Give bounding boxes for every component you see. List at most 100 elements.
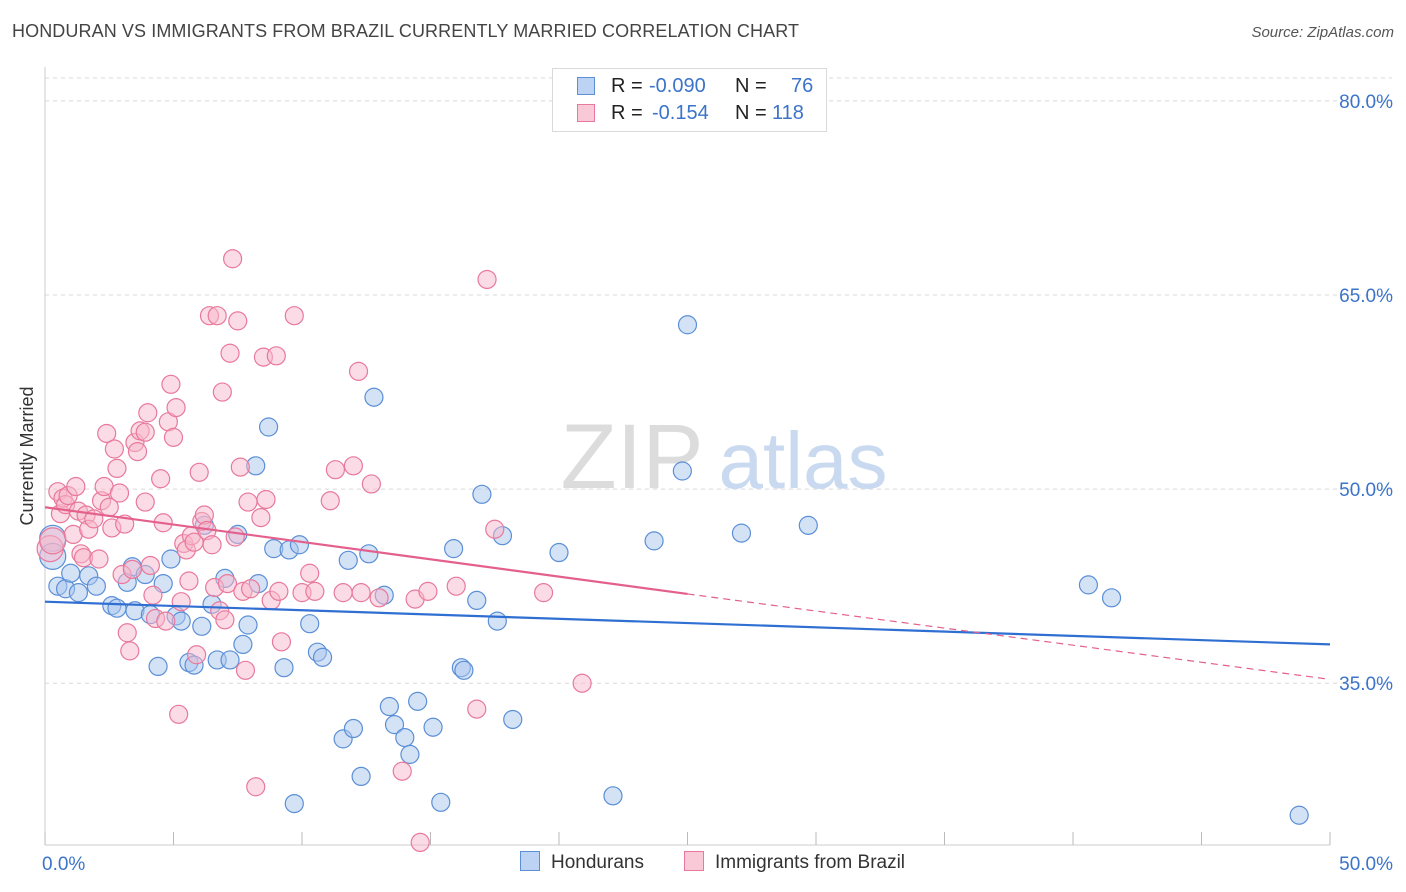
point-honduran [284, 793, 304, 814]
point-brazil [207, 306, 227, 326]
point-brazil [251, 507, 271, 528]
point-brazil [320, 491, 340, 511]
point-brazil [325, 460, 346, 480]
brazil-legend-swatch [684, 851, 704, 871]
r-value: -0.154 [652, 102, 709, 124]
point-brazil [238, 492, 258, 512]
point-brazil [135, 492, 155, 512]
point-honduran [677, 315, 698, 335]
point-honduran [220, 650, 240, 670]
series-hondurans [39, 315, 1309, 825]
y-tick-label: 35.0% [1339, 674, 1393, 695]
point-brazil [187, 645, 207, 665]
point-brazil [89, 549, 109, 569]
n-value: 76 [791, 75, 814, 97]
r-value: -0.090 [649, 75, 706, 97]
legend-item-hondurans[interactable]: Hondurans [520, 851, 644, 874]
point-brazil [223, 249, 243, 269]
point-honduran [395, 727, 415, 748]
point-brazil [369, 588, 389, 608]
point-brazil [171, 592, 191, 612]
point-brazil [351, 583, 371, 603]
point-brazil [446, 576, 466, 596]
point-honduran [359, 544, 379, 564]
point-brazil [212, 382, 232, 402]
point-brazil [109, 483, 130, 503]
point-brazil [166, 397, 186, 418]
y-tick-label: 80.0% [1339, 92, 1393, 113]
hondurans-swatch [577, 77, 595, 95]
point-brazil [117, 623, 137, 643]
x-tick-label-min: 0.0% [42, 854, 85, 875]
point-brazil [163, 427, 184, 447]
point-honduran [379, 696, 399, 717]
point-honduran [644, 531, 664, 551]
point-brazil [104, 439, 124, 459]
stats-legend-row-brazil: R = -0.154 N = 118 [553, 102, 826, 126]
legend-item-brazil[interactable]: Immigrants from Brazil [684, 851, 905, 874]
point-brazil [156, 611, 176, 631]
point-honduran [351, 766, 371, 787]
trend-lines [44, 506, 1331, 680]
point-honduran [192, 616, 212, 636]
legend-label-brazil: Immigrants from Brazil [715, 852, 906, 873]
stats-legend: R = -0.090 N = 76 R = -0.154 N = 118 [552, 68, 827, 132]
point-honduran [1078, 575, 1099, 595]
point-brazil [230, 457, 250, 477]
point-brazil [169, 704, 189, 724]
point-brazil [127, 441, 148, 462]
point-brazil [122, 559, 142, 579]
point-brazil [343, 456, 363, 476]
point-brazil [485, 519, 505, 539]
point-brazil [477, 269, 497, 290]
hondurans-legend-swatch [520, 851, 540, 871]
point-brazil [467, 699, 487, 719]
point-honduran [423, 717, 443, 737]
point-brazil [107, 458, 127, 479]
point-brazil [246, 777, 266, 797]
point-honduran [487, 611, 507, 631]
watermark-zip: ZIP [560, 406, 703, 508]
point-honduran [400, 744, 420, 765]
point-brazil [215, 610, 235, 630]
point-brazil [228, 311, 248, 331]
n-label: N = [735, 102, 767, 124]
point-brazil [572, 673, 592, 693]
point-honduran [731, 523, 752, 543]
point-honduran [603, 786, 623, 806]
y-tick-label: 65.0% [1339, 286, 1393, 307]
point-honduran [549, 542, 569, 563]
point-brazil [241, 579, 261, 599]
n-label: N = [735, 75, 767, 97]
trend-line-hondurans [44, 600, 1331, 646]
point-brazil [189, 462, 209, 482]
point-honduran [384, 715, 405, 735]
point-honduran [408, 691, 428, 711]
point-honduran [444, 539, 464, 559]
point-honduran [472, 484, 492, 504]
point-brazil [361, 474, 381, 494]
point-brazil [202, 535, 222, 555]
point-honduran [258, 417, 279, 437]
point-honduran [503, 709, 523, 730]
n-value: 118 [772, 102, 804, 124]
source-attribution: Source: ZipAtlas.com [1251, 24, 1394, 41]
point-brazil [300, 563, 320, 583]
point-brazil [348, 361, 369, 381]
point-honduran [238, 615, 258, 635]
point-brazil [333, 583, 353, 603]
point-brazil [217, 573, 238, 594]
point-brazil [135, 422, 155, 442]
y-tick-label: 50.0% [1339, 480, 1393, 501]
point-brazil [225, 527, 245, 547]
point-brazil [305, 581, 325, 601]
point-brazil [39, 527, 67, 555]
y-axis-label: Currently Married [17, 386, 37, 525]
point-honduran [68, 583, 89, 603]
point-honduran [798, 515, 818, 535]
trend-line-brazil [44, 506, 688, 596]
point-honduran [148, 656, 168, 677]
watermark: ZIP atlas [560, 406, 887, 508]
point-brazil [140, 555, 160, 576]
